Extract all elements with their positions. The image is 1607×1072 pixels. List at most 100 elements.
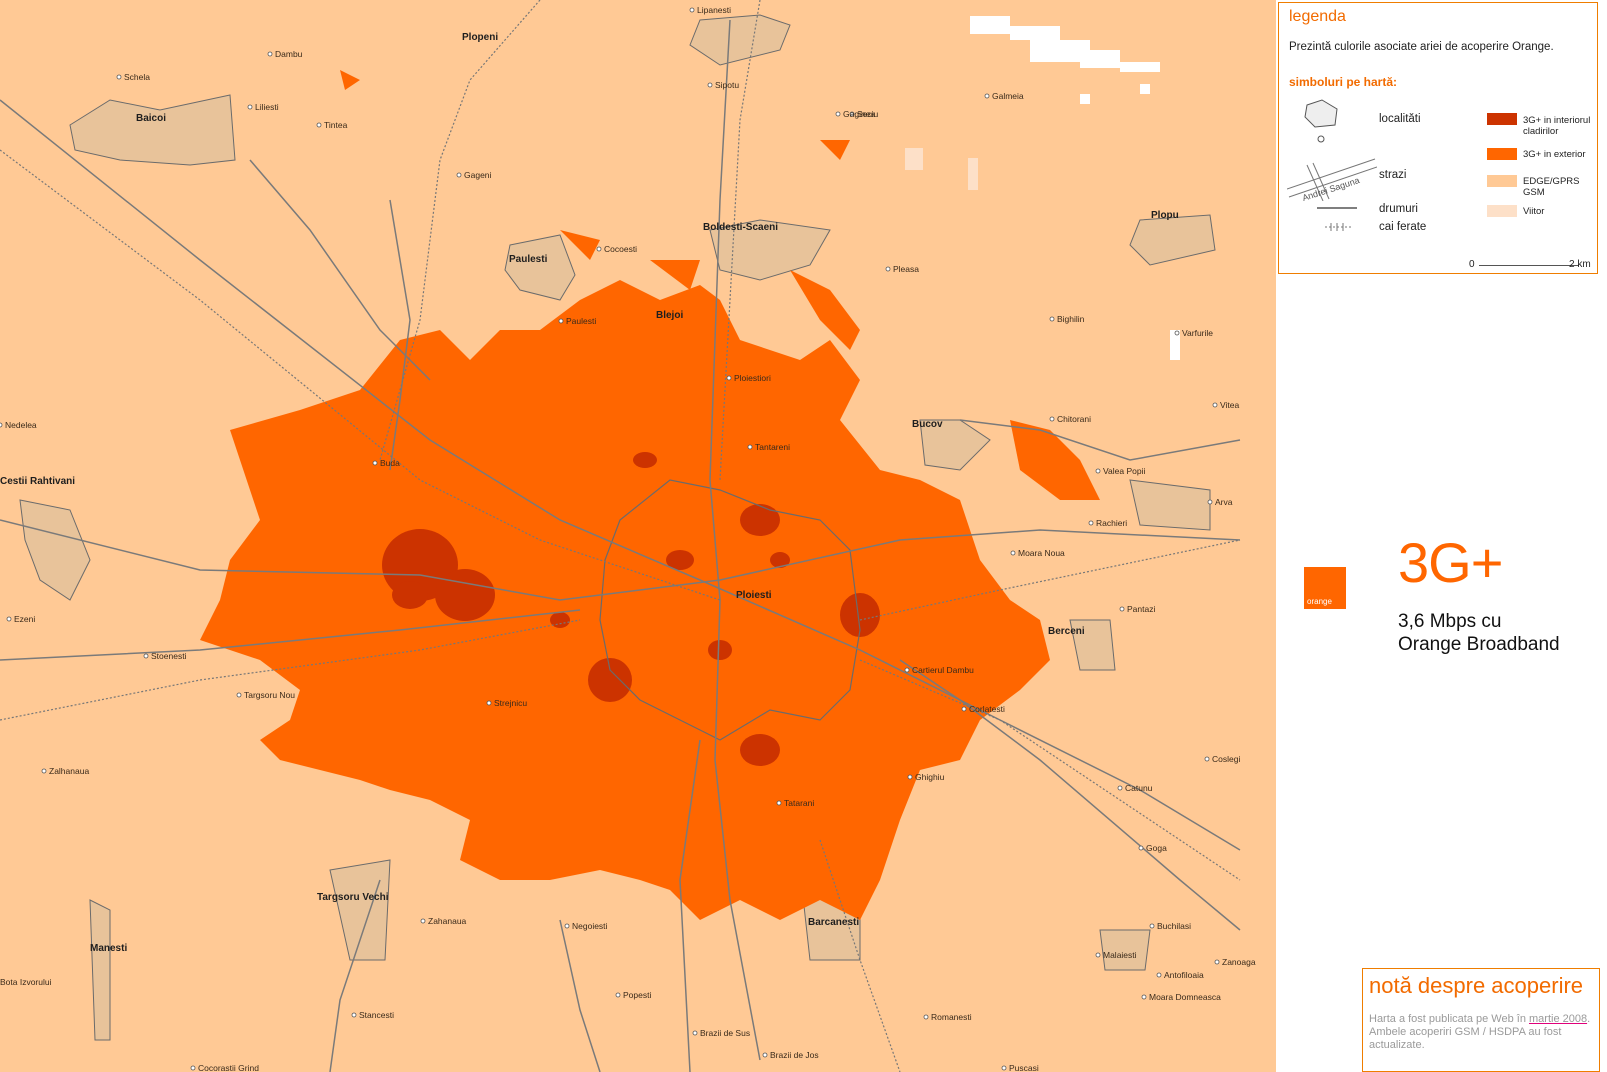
product-name: 3G+ [1398, 531, 1503, 594]
place-marker [984, 93, 990, 99]
road-rail-symbol-icon [1317, 207, 1357, 231]
place-label: Vitea [1220, 400, 1239, 410]
place-label: Dambu [275, 49, 303, 59]
legend-panel: legenda Prezintă culorile asociate ariei… [1278, 2, 1598, 274]
place-marker [1049, 316, 1055, 322]
place-label: Schela [124, 72, 150, 82]
place-marker [849, 111, 855, 117]
place-marker [456, 172, 462, 178]
place-marker [692, 1030, 698, 1036]
place-label: Zahanaua [428, 916, 467, 926]
place-label: Antofiloaia [1164, 970, 1204, 980]
legend-symbols-title: simboluri pe hartă: [1289, 75, 1398, 89]
place-marker [776, 800, 782, 806]
coverage-map[interactable]: Lipanesti Plopeni Dambu Schela Baicoi Liliest… [0, 0, 1276, 1072]
place-label: Liliesti [255, 102, 279, 112]
place-label: Plopu [1151, 210, 1179, 221]
place-marker [596, 246, 602, 252]
place-label: Gaginea [843, 109, 875, 119]
coverage-3g-indoor [382, 452, 880, 766]
place-label: Tantareni [755, 442, 790, 452]
place-label: Catunu [1125, 783, 1153, 793]
place-label: Chitorani [1057, 414, 1091, 424]
place-label: Bota Izvorului [0, 977, 52, 987]
swatch-edge-gprs-label: EDGE/GPRS GSM [1523, 176, 1580, 198]
note-title: notă despre acoperire [1369, 973, 1584, 998]
place-label: Cestii Rahtivani [0, 476, 75, 487]
place-marker [885, 266, 891, 272]
place-label: Ploiesti [736, 590, 772, 601]
place-label: Ghighiu [915, 772, 945, 782]
orange-logo-icon[interactable]: orange [1304, 567, 1346, 609]
product-line-2: Orange Broadband [1398, 634, 1560, 655]
legend-roads-label: drumuri [1379, 203, 1418, 215]
place-marker [564, 923, 570, 929]
place-marker [1212, 402, 1218, 408]
swatch-edge-gprs [1487, 175, 1517, 187]
place-marker [615, 992, 621, 998]
place-marker [6, 616, 12, 622]
place-marker [1138, 845, 1144, 851]
place-marker [236, 692, 242, 698]
place-label: Cocorastii Grind [198, 1063, 259, 1072]
swatch-3g-indoor [1487, 113, 1517, 125]
swatch-future-label: Viitor [1523, 206, 1545, 217]
place-marker [247, 104, 253, 110]
place-marker [1141, 994, 1147, 1000]
legend-railways-label: cai ferate [1379, 221, 1427, 233]
roads [0, 19, 1241, 1072]
place-label: Targsoru Nou [244, 690, 295, 700]
place-label: Varfurile [1182, 328, 1213, 338]
locality-symbol-icon [1304, 99, 1338, 143]
place-label: Zalhanaua [49, 766, 89, 776]
note-text-before: Harta a fost publicata pe Web în [1369, 1013, 1529, 1025]
place-marker [1001, 1065, 1007, 1071]
place-marker [907, 774, 913, 780]
place-label: Popesti [623, 990, 651, 1000]
city-ploiesti-area [599, 479, 861, 741]
place-label: Barcanesti [808, 917, 859, 928]
place-label: Ezeni [14, 614, 35, 624]
place-marker [923, 1014, 929, 1020]
place-marker [0, 422, 3, 428]
place-label: Puscasi [1009, 1063, 1039, 1072]
place-marker [316, 122, 322, 128]
place-label: Seciu [857, 109, 879, 119]
place-label: Malaiesti [1103, 950, 1137, 960]
place-label: Galmeia [992, 91, 1024, 101]
place-marker [904, 667, 910, 673]
place-label: Goga [1146, 843, 1167, 853]
place-label: Tintea [324, 120, 348, 130]
place-label: Negoiesti [572, 921, 608, 931]
place-label: Pleasa [893, 264, 919, 274]
railways [0, 0, 1241, 1072]
place-marker [372, 460, 378, 466]
place-label: Rachieri [1096, 518, 1127, 528]
swatch-3g-exterior-label: 3G+ in exterior [1523, 149, 1586, 160]
legend-streets-label: strazi [1379, 169, 1407, 181]
place-marker [1149, 923, 1155, 929]
place-marker [1119, 606, 1125, 612]
place-label: Cartierul Dambu [912, 665, 974, 675]
place-label: Plopeni [462, 32, 498, 43]
place-label: Targsoru Vechi [317, 892, 389, 903]
swatch-3g-indoor-label: 3G+ in interiorul cladirilor [1523, 115, 1591, 137]
place-marker [486, 700, 492, 706]
place-marker [267, 51, 273, 57]
place-marker [726, 375, 732, 381]
place-marker [190, 1065, 196, 1071]
scale-start: 0 [1469, 259, 1475, 270]
place-label: Pantazi [1127, 604, 1155, 614]
place-label: Blejoi [656, 310, 683, 321]
street-sample-text: Andrei Saguna [1301, 175, 1361, 201]
place-marker [41, 768, 47, 774]
place-marker [707, 82, 713, 88]
note-date-link[interactable]: martie 2008 [1529, 1013, 1588, 1025]
place-marker [747, 444, 753, 450]
place-marker [116, 74, 122, 80]
place-label: Valea Popii [1103, 466, 1145, 476]
product-line-1: 3,6 Mbps cu [1398, 611, 1502, 632]
place-label: Tatarani [784, 798, 814, 808]
place-label: Gageni [464, 170, 492, 180]
place-label: Buchilasi [1157, 921, 1191, 931]
